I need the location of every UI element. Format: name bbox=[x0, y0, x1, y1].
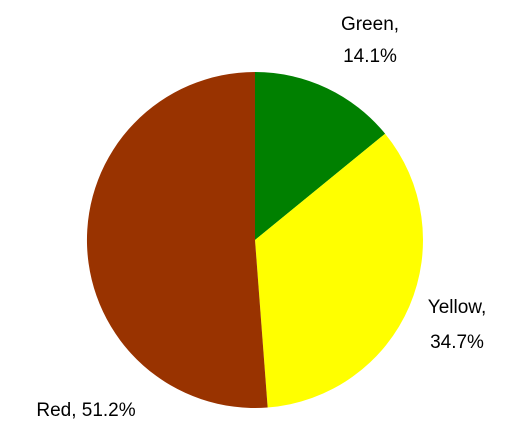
pie-slices bbox=[86, 72, 423, 408]
slice-label-red: Red, 51.2% bbox=[36, 400, 135, 421]
pie-slice-red bbox=[86, 72, 268, 408]
slice-label-green: Green, bbox=[341, 14, 399, 35]
slice-value-green: 14.1% bbox=[343, 46, 397, 67]
slice-label-yellow: Yellow, bbox=[428, 297, 486, 318]
pie-slice-yellow bbox=[255, 133, 423, 408]
pie-slice-green bbox=[255, 72, 386, 240]
slice-labels: Green, 14.1% Yellow, 34.7% Red, 51.2% bbox=[36, 14, 486, 421]
slice-value-yellow: 34.7% bbox=[430, 332, 484, 353]
